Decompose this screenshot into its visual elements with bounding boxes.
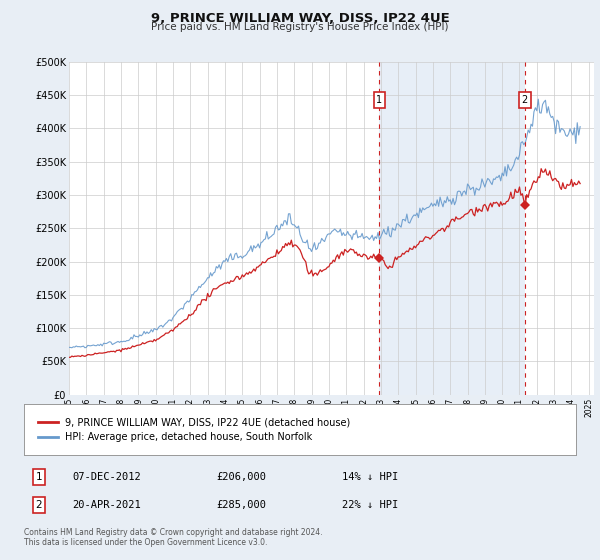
- Text: Price paid vs. HM Land Registry's House Price Index (HPI): Price paid vs. HM Land Registry's House …: [151, 22, 449, 32]
- Bar: [379, 62, 524, 395]
- Text: £206,000: £206,000: [216, 472, 266, 482]
- Text: 20-APR-2021: 20-APR-2021: [72, 500, 141, 510]
- Text: 22% ↓ HPI: 22% ↓ HPI: [342, 500, 398, 510]
- Text: 9, PRINCE WILLIAM WAY, DISS, IP22 4UE: 9, PRINCE WILLIAM WAY, DISS, IP22 4UE: [151, 12, 449, 25]
- Text: 07-DEC-2012: 07-DEC-2012: [72, 472, 141, 482]
- Text: 1: 1: [35, 472, 43, 482]
- Text: 2: 2: [35, 500, 43, 510]
- Text: Contains HM Land Registry data © Crown copyright and database right 2024.
This d: Contains HM Land Registry data © Crown c…: [24, 528, 323, 547]
- Text: 1: 1: [376, 95, 383, 105]
- Legend: 9, PRINCE WILLIAM WAY, DISS, IP22 4UE (detached house), HPI: Average price, deta: 9, PRINCE WILLIAM WAY, DISS, IP22 4UE (d…: [34, 413, 355, 446]
- Text: 14% ↓ HPI: 14% ↓ HPI: [342, 472, 398, 482]
- Text: 2: 2: [521, 95, 528, 105]
- Text: £285,000: £285,000: [216, 500, 266, 510]
